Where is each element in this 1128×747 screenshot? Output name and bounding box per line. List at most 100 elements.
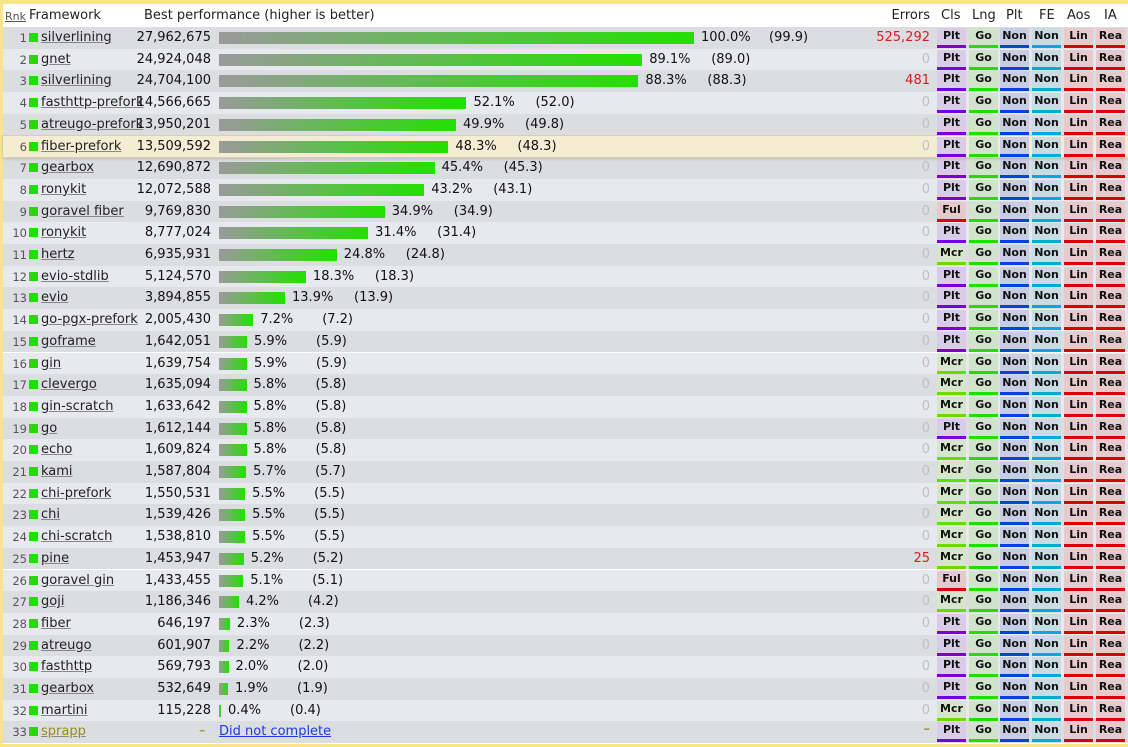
framework-link[interactable]: martini <box>41 702 88 718</box>
plt-badge: Non <box>1000 548 1029 569</box>
relative-percent-label: (34.9) <box>453 203 493 219</box>
error-count: 0 <box>921 615 930 631</box>
language-color-square <box>29 358 38 368</box>
error-count: 0 <box>921 247 930 262</box>
table-row: 11 hertz 6,935,931 24.8% (24.8) 0 Mcr Go Non Non L… <box>3 244 1128 266</box>
relative-percent-label: (5.8) <box>315 420 347 436</box>
fe-badge: Non <box>1032 375 1061 396</box>
framework-link[interactable]: evio-stdlib <box>41 268 109 284</box>
framework-link[interactable]: clevergo <box>41 377 97 393</box>
error-count: 0 <box>921 420 930 436</box>
aos-badge: Lin <box>1064 505 1093 526</box>
framework-link[interactable]: silverlining <box>41 30 112 45</box>
performance-bar <box>219 53 643 66</box>
percent-label: 5.2% <box>250 550 284 566</box>
table-row: 19 go 1,612,144 5.8% (5.8) 0 Plt Go Non Non Lin Rea <box>3 417 1128 440</box>
table-row: 7 gearbox 12,690,872 45.4% (45.3) 0 Plt Go Non No… <box>3 157 1128 179</box>
framework-link[interactable]: fiber-prefork <box>41 138 122 154</box>
fe-badge: Non <box>1032 353 1061 374</box>
framework-link[interactable]: goravel gin <box>41 572 115 588</box>
lng-badge: Go <box>969 158 998 179</box>
performance-bar <box>219 314 254 327</box>
framework-link[interactable]: pine <box>41 550 70 566</box>
framework-link[interactable]: atreugo <box>41 637 92 653</box>
aos-badge: Lin <box>1064 353 1093 374</box>
fe-badge: Non <box>1032 331 1061 352</box>
framework-link[interactable]: gearbox <box>41 160 95 176</box>
percent-label: 48.3% <box>455 138 497 154</box>
fe-badge: Non <box>1032 462 1061 482</box>
error-count: 0 <box>921 355 930 371</box>
percent-label: 5.5% <box>252 485 286 501</box>
table-row: 20 echo 1,609,824 5.8% (5.8) 0 Mcr Go Non Non Lin R… <box>3 439 1128 461</box>
relative-percent-label: (88.3) <box>707 73 747 89</box>
relative-percent-label: (0.4) <box>290 702 321 718</box>
percent-label: 5.5% <box>252 507 286 523</box>
framework-link[interactable]: chi <box>41 507 60 523</box>
framework-link[interactable]: gnet <box>41 51 71 67</box>
framework-link[interactable]: gearbox <box>41 681 95 696</box>
requests-per-second: 2,005,430 <box>144 312 211 328</box>
language-color-square <box>29 553 38 563</box>
lng-badge: Go <box>969 657 998 678</box>
percent-label: 1.9% <box>235 681 269 696</box>
framework-link[interactable]: go-pgx-prefork <box>41 312 138 328</box>
framework-link[interactable]: gin-scratch <box>41 398 114 414</box>
performance-bar <box>219 552 244 565</box>
framework-link[interactable]: goframe <box>41 333 96 349</box>
rank-number: 27 <box>12 595 27 610</box>
framework-link[interactable]: fasthttp <box>41 659 93 675</box>
framework-link[interactable]: goravel fiber <box>41 203 124 219</box>
table-row: 8 ronykit 12,072,588 43.2% (43.1) 0 Plt Go Non No… <box>3 178 1128 201</box>
framework-link[interactable]: echo <box>41 442 73 458</box>
lng-badge: Go <box>969 114 998 135</box>
requests-per-second: 1,538,810 <box>144 529 211 545</box>
fe-badge: Non <box>1032 570 1061 591</box>
framework-link[interactable]: sprapp <box>41 724 86 740</box>
framework-link[interactable]: fasthttp-prefork <box>41 95 144 111</box>
plt-badge: Non <box>1000 49 1029 70</box>
did-not-complete-link[interactable]: Did not complete <box>219 724 332 740</box>
error-count: 0 <box>921 268 930 284</box>
performance-bar <box>219 357 248 370</box>
relative-percent-label: (5.5) <box>314 485 345 501</box>
aos-badge: Lin <box>1064 679 1093 699</box>
cls-badge: Plt <box>937 722 966 743</box>
ia-badge: Rea <box>1096 396 1125 417</box>
framework-link[interactable]: kami <box>41 464 73 479</box>
rank-number: 19 <box>12 421 27 436</box>
framework-link[interactable]: fiber <box>41 615 71 631</box>
cls-badge: Ful <box>937 201 966 222</box>
fe-badge: Non <box>1032 201 1061 222</box>
framework-link[interactable]: silverlining <box>41 73 112 89</box>
rank-number: 18 <box>12 399 27 414</box>
fe-badge: Non <box>1032 223 1061 244</box>
framework-link[interactable]: gin <box>41 355 62 371</box>
relative-percent-label: (4.2) <box>307 594 339 610</box>
requests-per-second: 1,609,824 <box>144 442 211 458</box>
lng-badge: Go <box>969 223 998 244</box>
performance-bar <box>219 292 286 305</box>
language-color-square <box>29 315 38 325</box>
lng-badge: Go <box>969 201 998 222</box>
rank-number: 20 <box>12 443 27 458</box>
fe-badge: Non <box>1032 266 1061 287</box>
table-row: 6 fiber-prefork 13,509,592 48.3% (48.3) 0 Plt G… <box>3 135 1128 158</box>
table-row: 13 evio 3,894,855 13.9% (13.9) 0 Plt Go Non Non Li… <box>3 287 1128 310</box>
framework-link[interactable]: evio <box>41 290 69 306</box>
framework-link[interactable]: chi-scratch <box>41 529 113 545</box>
framework-link[interactable]: hertz <box>41 247 75 262</box>
rank-header[interactable]: Rnk <box>5 10 26 23</box>
cls-badge: Plt <box>937 49 966 70</box>
plt-badge: Non <box>1000 353 1029 374</box>
fe-badge: Non <box>1032 158 1061 179</box>
performance-bar <box>219 205 385 218</box>
plt-badge: Non <box>1000 396 1029 417</box>
framework-link[interactable]: goji <box>41 594 65 610</box>
framework-link[interactable]: atreugo-prefork <box>41 116 144 132</box>
framework-link[interactable]: go <box>41 420 58 436</box>
framework-link[interactable]: chi-prefork <box>41 485 112 501</box>
error-count: 0 <box>921 681 930 696</box>
framework-link[interactable]: ronykit <box>41 181 87 197</box>
framework-link[interactable]: ronykit <box>41 225 87 241</box>
